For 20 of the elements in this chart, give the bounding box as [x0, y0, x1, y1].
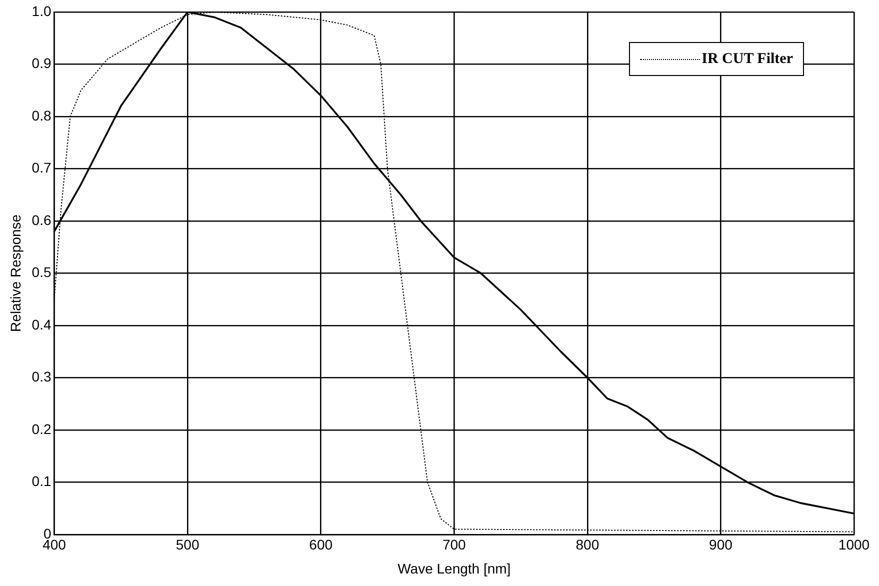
legend-label: IR CUT Filter — [702, 50, 793, 68]
x-tick-label: 600 — [309, 536, 333, 553]
y-tick-label: 0.6 — [32, 212, 52, 228]
y-tick-label: 0.3 — [32, 368, 52, 385]
y-tick-label: 1.0 — [32, 2, 52, 19]
x-tick-label: 1000 — [838, 536, 870, 553]
y-tick-label: 0.9 — [32, 55, 52, 72]
y-tick-label: 0.1 — [32, 473, 52, 490]
x-tick-label: 800 — [576, 536, 600, 553]
y-tick-label: 0.4 — [32, 316, 52, 332]
x-tick-label: 500 — [176, 536, 200, 553]
x-tick-label: 700 — [442, 536, 466, 553]
y-tick-label: 0.7 — [32, 160, 52, 176]
y-tick-label: 0 — [43, 525, 52, 542]
y-axis-title: Relative Response — [7, 214, 24, 332]
y-tick-label: 0.5 — [32, 264, 52, 280]
y-tick-label: 0.2 — [32, 420, 52, 437]
x-axis-title: Wave Length [nm] — [398, 560, 511, 576]
y-tick-label: 0.8 — [32, 107, 52, 124]
x-tick-label: 900 — [709, 536, 733, 553]
